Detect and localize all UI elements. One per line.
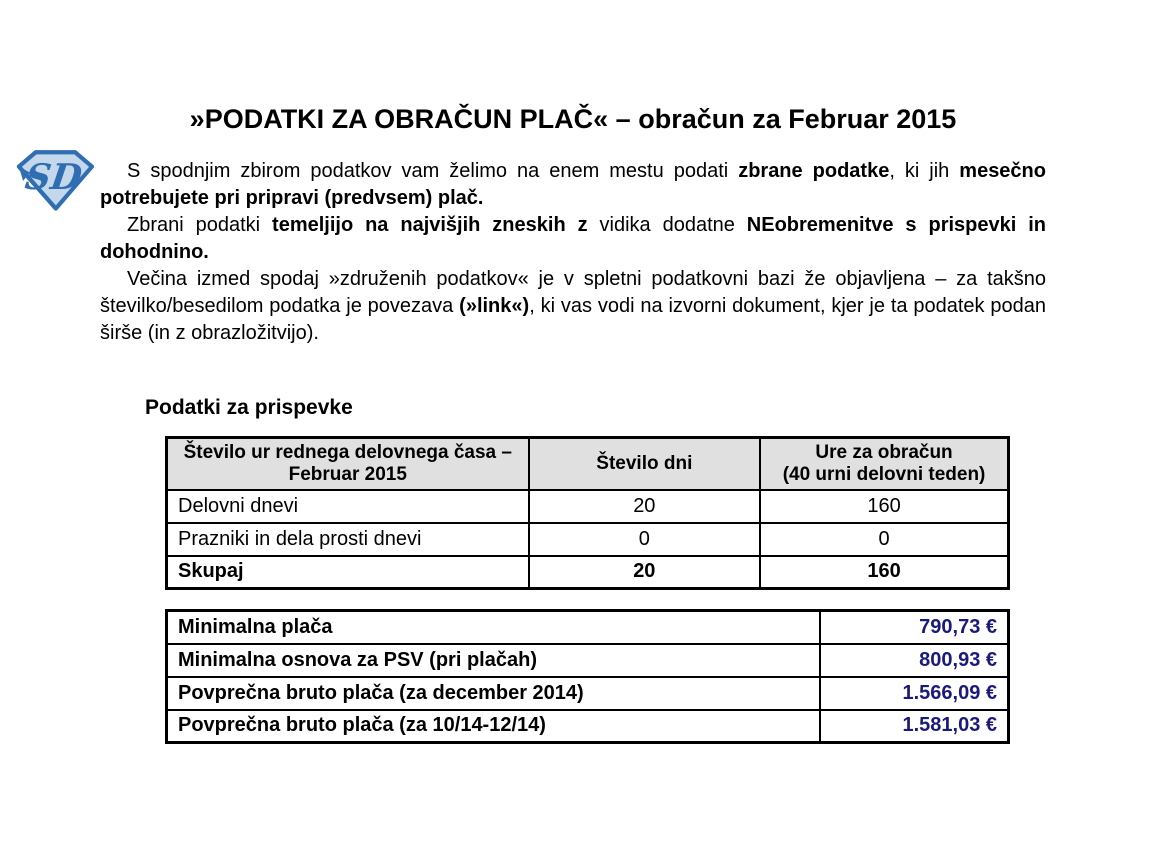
hours-header-hours-line1: Ure za obračun [815, 441, 953, 463]
table-row-minimalna-placa: Minimalna plača 790,73 € [165, 609, 1010, 645]
text-segment-bold: zbrane podatke [738, 160, 890, 182]
hours-table-header-row: Število ur rednega delovnega časa – Febr… [165, 436, 1010, 491]
sd-shield-logo-icon: SD [13, 147, 97, 213]
text-segment: , ki jih [889, 160, 960, 182]
intro-paragraph-2: Zbrani podatki temeljijo na najvišjih zn… [100, 212, 1046, 266]
row-label: Prazniki in dela prosti dnevi [165, 521, 530, 557]
hours-header-days: Število dni [527, 436, 762, 491]
amount-value-link[interactable]: 1.581,03 € [818, 708, 1010, 744]
text-segment-bold: NEobremenitve s prispevki in dohodnino. [100, 214, 1046, 263]
hours-header-hours-line2: (40 urni delovni teden) [782, 463, 986, 485]
hours-header-working-time: Število ur rednega delovnega časa – Febr… [165, 436, 530, 491]
amounts-table: Minimalna plača 790,73 € Minimalna osnov… [165, 609, 1010, 744]
row-hours-value: 0 [759, 521, 1010, 557]
table-row-povprecna-bruto-q4: Povprečna bruto plača (za 10/14-12/14) 1… [165, 708, 1010, 744]
text-segment-bold: mesečno potrebujete pri pripravi (predvs… [100, 160, 1046, 209]
sd-shield-svg: SD [16, 150, 95, 211]
text-segment: , ki vas vodi na izvorni dokument, kjer … [100, 295, 1046, 344]
text-segment-bold: temeljijo na najvišjih zneskih z [272, 214, 588, 236]
logo-letters: SD [23, 157, 85, 198]
amount-value-link[interactable]: 790,73 € [818, 609, 1010, 645]
section-heading-podatki-za-prispevke: Podatki za prispevke [145, 396, 353, 419]
amount-label: Minimalna plača [165, 609, 821, 645]
amount-value-link[interactable]: 1.566,09 € [818, 675, 1010, 711]
row-label: Skupaj [165, 554, 530, 590]
row-days-value: 0 [527, 521, 762, 557]
row-hours-value: 160 [759, 488, 1010, 524]
intro-paragraph-1: S spodnjim zbirom podatkov vam želimo na… [100, 158, 1046, 212]
amount-value-link[interactable]: 800,93 € [818, 642, 1010, 678]
table-row-skupaj: Skupaj 20 160 [165, 554, 1010, 590]
table-row-minimalna-osnova-psv: Minimalna osnova za PSV (pri plačah) 800… [165, 642, 1010, 678]
text-segment: S spodnjim zbirom podatkov vam želimo na… [127, 160, 739, 182]
row-label: Delovni dnevi [165, 488, 530, 524]
table-row-prazniki: Prazniki in dela prosti dnevi 0 0 [165, 521, 1010, 557]
hours-table: Število ur rednega delovnega časa – Febr… [165, 436, 1010, 590]
row-days-value: 20 [527, 554, 762, 590]
amount-label: Povprečna bruto plača (za 10/14-12/14) [165, 708, 821, 744]
hours-header-hours: Ure za obračun (40 urni delovni teden) [759, 436, 1010, 491]
text-segment: Večina izmed spodaj »združenih podatkov«… [100, 268, 1046, 317]
text-segment: Zbrani podatki [127, 214, 273, 236]
table-row-povprecna-bruto-december: Povprečna bruto plača (za december 2014)… [165, 675, 1010, 711]
table-row-delovni-dnevi: Delovni dnevi 20 160 [165, 488, 1010, 524]
page-title: »PODATKI ZA OBRAČUN PLAČ« – obračun za F… [189, 104, 957, 134]
text-segment-bold: (»link«) [459, 295, 530, 317]
row-hours-value: 160 [759, 554, 1010, 590]
amount-label: Minimalna osnova za PSV (pri plačah) [165, 642, 821, 678]
intro-paragraph-3: Večina izmed spodaj »združenih podatkov«… [100, 266, 1046, 347]
amount-label: Povprečna bruto plača (za december 2014) [165, 675, 821, 711]
row-days-value: 20 [527, 488, 762, 524]
intro-text-block: S spodnjim zbirom podatkov vam želimo na… [100, 158, 1046, 347]
text-segment: vidika dodatne [587, 214, 747, 236]
